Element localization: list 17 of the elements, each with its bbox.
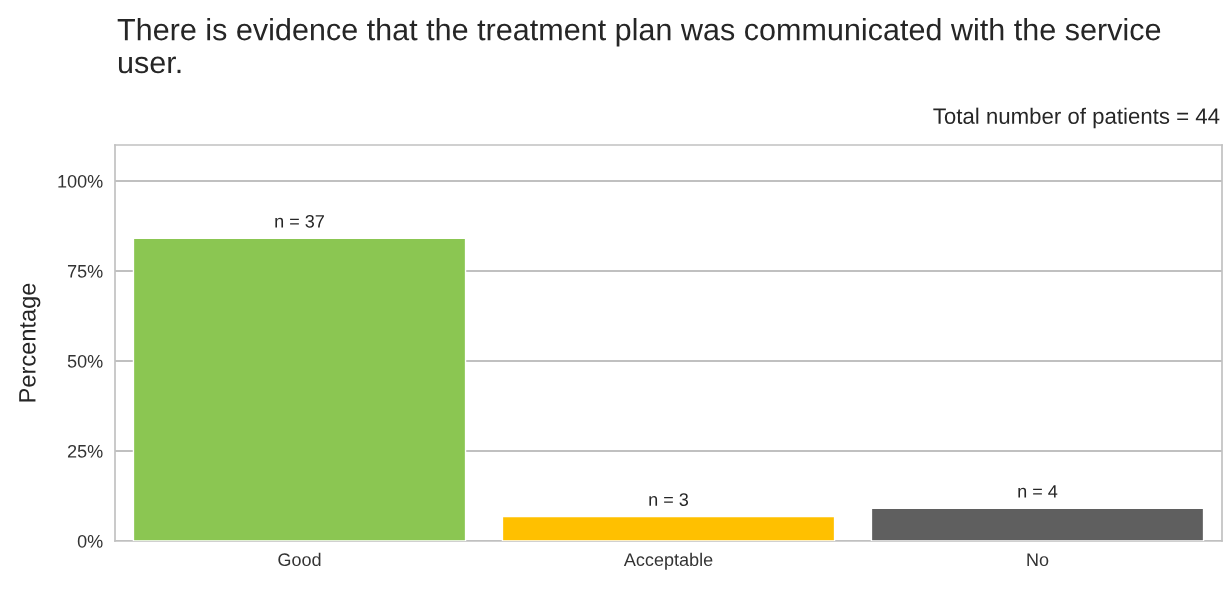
y-tick-label: 25% bbox=[67, 444, 103, 458]
annotation: n = 37 bbox=[275, 214, 324, 228]
annotation: n = 4 bbox=[1018, 485, 1058, 498]
x-tick-label: Good bbox=[278, 552, 321, 567]
chart-title: There is evidence that the treatment plan was communicated with the service user. bbox=[117, 18, 1161, 74]
bar bbox=[870, 507, 1205, 541]
y-tick-label: 0% bbox=[77, 534, 103, 548]
y-tick-label: 75% bbox=[67, 265, 103, 278]
annotation: n = 3 bbox=[649, 493, 689, 507]
y-tick-label: 50% bbox=[67, 354, 103, 368]
bar bbox=[501, 515, 836, 541]
chart-subtitle: Total number of patients = 44 bbox=[933, 107, 1220, 129]
x-tick-label: No bbox=[1027, 553, 1049, 567]
y-tick-label: 100% bbox=[58, 174, 103, 188]
bar bbox=[132, 237, 467, 541]
y-axis-title: Percentage bbox=[19, 283, 41, 402]
x-tick-label: Acceptable bbox=[623, 552, 713, 570]
